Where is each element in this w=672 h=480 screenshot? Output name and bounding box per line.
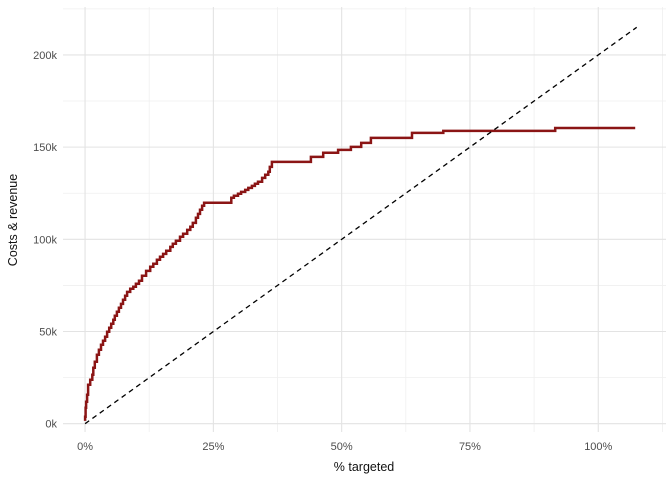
gridlines-major	[63, 7, 666, 432]
y-tick-label: 50k	[39, 327, 57, 339]
y-tick-label: 200k	[33, 50, 57, 62]
x-axis-tick-labels: 0% 25% 50% 75% 100%	[77, 441, 612, 453]
diagonal-cost-reference-line	[84, 26, 638, 425]
x-tick-label: 75%	[459, 441, 481, 453]
data-series-layer	[83, 26, 638, 425]
y-axis-title: Costs & revenue	[6, 174, 20, 266]
x-tick-label: 50%	[331, 441, 353, 453]
x-tick-label: 25%	[202, 441, 224, 453]
x-tick-label: 0%	[77, 441, 93, 453]
cumulative-revenue-step-curve	[83, 126, 636, 421]
x-axis-title: % targeted	[334, 460, 395, 474]
gridlines-minor	[63, 7, 666, 432]
y-tick-label: 0k	[45, 419, 57, 431]
y-tick-label: 150k	[33, 142, 57, 154]
y-tick-label: 100k	[33, 234, 57, 246]
y-axis-tick-labels: 0k 50k 100k 150k 200k	[33, 50, 57, 431]
x-tick-label: 100%	[584, 441, 612, 453]
